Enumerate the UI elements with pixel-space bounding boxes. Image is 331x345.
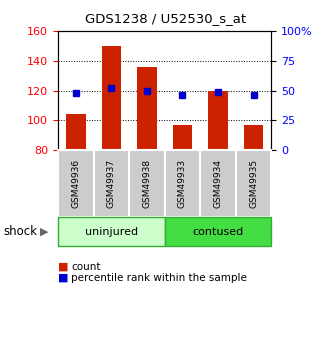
Bar bbox=[165, 150, 200, 217]
Bar bbox=[66, 114, 85, 150]
Bar bbox=[129, 150, 165, 217]
Text: GSM49933: GSM49933 bbox=[178, 159, 187, 208]
Bar bbox=[137, 67, 157, 150]
Bar bbox=[165, 217, 271, 246]
Bar bbox=[173, 125, 192, 150]
Bar bbox=[102, 46, 121, 150]
Bar bbox=[236, 150, 271, 217]
Text: ▶: ▶ bbox=[40, 227, 49, 237]
Text: GSM49938: GSM49938 bbox=[142, 159, 151, 208]
Text: contused: contused bbox=[192, 227, 244, 237]
Text: count: count bbox=[71, 262, 101, 272]
Text: shock: shock bbox=[3, 225, 37, 238]
Text: GSM49935: GSM49935 bbox=[249, 159, 258, 208]
Bar bbox=[58, 150, 93, 217]
Bar bbox=[244, 125, 263, 150]
Bar bbox=[208, 90, 228, 150]
Text: uninjured: uninjured bbox=[85, 227, 138, 237]
Text: ■: ■ bbox=[58, 273, 69, 283]
Bar bbox=[93, 150, 129, 217]
Bar bbox=[200, 150, 236, 217]
Text: GSM49934: GSM49934 bbox=[213, 159, 222, 208]
Text: GDS1238 / U52530_s_at: GDS1238 / U52530_s_at bbox=[85, 12, 246, 25]
Text: GSM49937: GSM49937 bbox=[107, 159, 116, 208]
Bar bbox=[58, 217, 165, 246]
Text: percentile rank within the sample: percentile rank within the sample bbox=[71, 273, 247, 283]
Text: ■: ■ bbox=[58, 262, 69, 272]
Text: GSM49936: GSM49936 bbox=[71, 159, 80, 208]
